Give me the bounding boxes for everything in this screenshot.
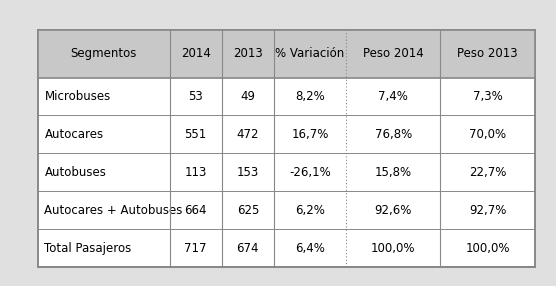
- Text: 625: 625: [237, 204, 259, 217]
- Text: 92,6%: 92,6%: [375, 204, 412, 217]
- Text: 551: 551: [185, 128, 207, 141]
- Text: 7,3%: 7,3%: [473, 90, 503, 103]
- Text: Segmentos: Segmentos: [71, 47, 137, 60]
- Bar: [38, 30, 535, 267]
- Text: 6,2%: 6,2%: [295, 204, 325, 217]
- Text: 664: 664: [185, 204, 207, 217]
- Text: Peso 2013: Peso 2013: [458, 47, 518, 60]
- Text: 22,7%: 22,7%: [469, 166, 507, 179]
- Text: 15,8%: 15,8%: [375, 166, 412, 179]
- Text: 7,4%: 7,4%: [378, 90, 408, 103]
- Text: 717: 717: [185, 242, 207, 255]
- Bar: [38, 30, 535, 78]
- Text: 8,2%: 8,2%: [295, 90, 325, 103]
- Text: Microbuses: Microbuses: [44, 90, 111, 103]
- Text: 16,7%: 16,7%: [291, 128, 329, 141]
- Text: 76,8%: 76,8%: [375, 128, 412, 141]
- Text: 70,0%: 70,0%: [469, 128, 506, 141]
- Text: 2013: 2013: [233, 47, 262, 60]
- Text: Autobuses: Autobuses: [44, 166, 106, 179]
- Text: 92,7%: 92,7%: [469, 204, 507, 217]
- Text: Total Pasajeros: Total Pasajeros: [44, 242, 132, 255]
- Text: 53: 53: [188, 90, 203, 103]
- Text: 674: 674: [236, 242, 259, 255]
- Text: 100,0%: 100,0%: [371, 242, 415, 255]
- Text: 49: 49: [240, 90, 255, 103]
- Text: 472: 472: [236, 128, 259, 141]
- Text: 2014: 2014: [181, 47, 211, 60]
- Text: Autocares: Autocares: [44, 128, 103, 141]
- Text: 6,4%: 6,4%: [295, 242, 325, 255]
- Text: Autocares + Autobuses: Autocares + Autobuses: [44, 204, 183, 217]
- Text: % Variación: % Variación: [275, 47, 345, 60]
- Text: 113: 113: [185, 166, 207, 179]
- Text: 100,0%: 100,0%: [465, 242, 510, 255]
- Text: 153: 153: [237, 166, 259, 179]
- Text: -26,1%: -26,1%: [289, 166, 331, 179]
- Text: Peso 2014: Peso 2014: [363, 47, 424, 60]
